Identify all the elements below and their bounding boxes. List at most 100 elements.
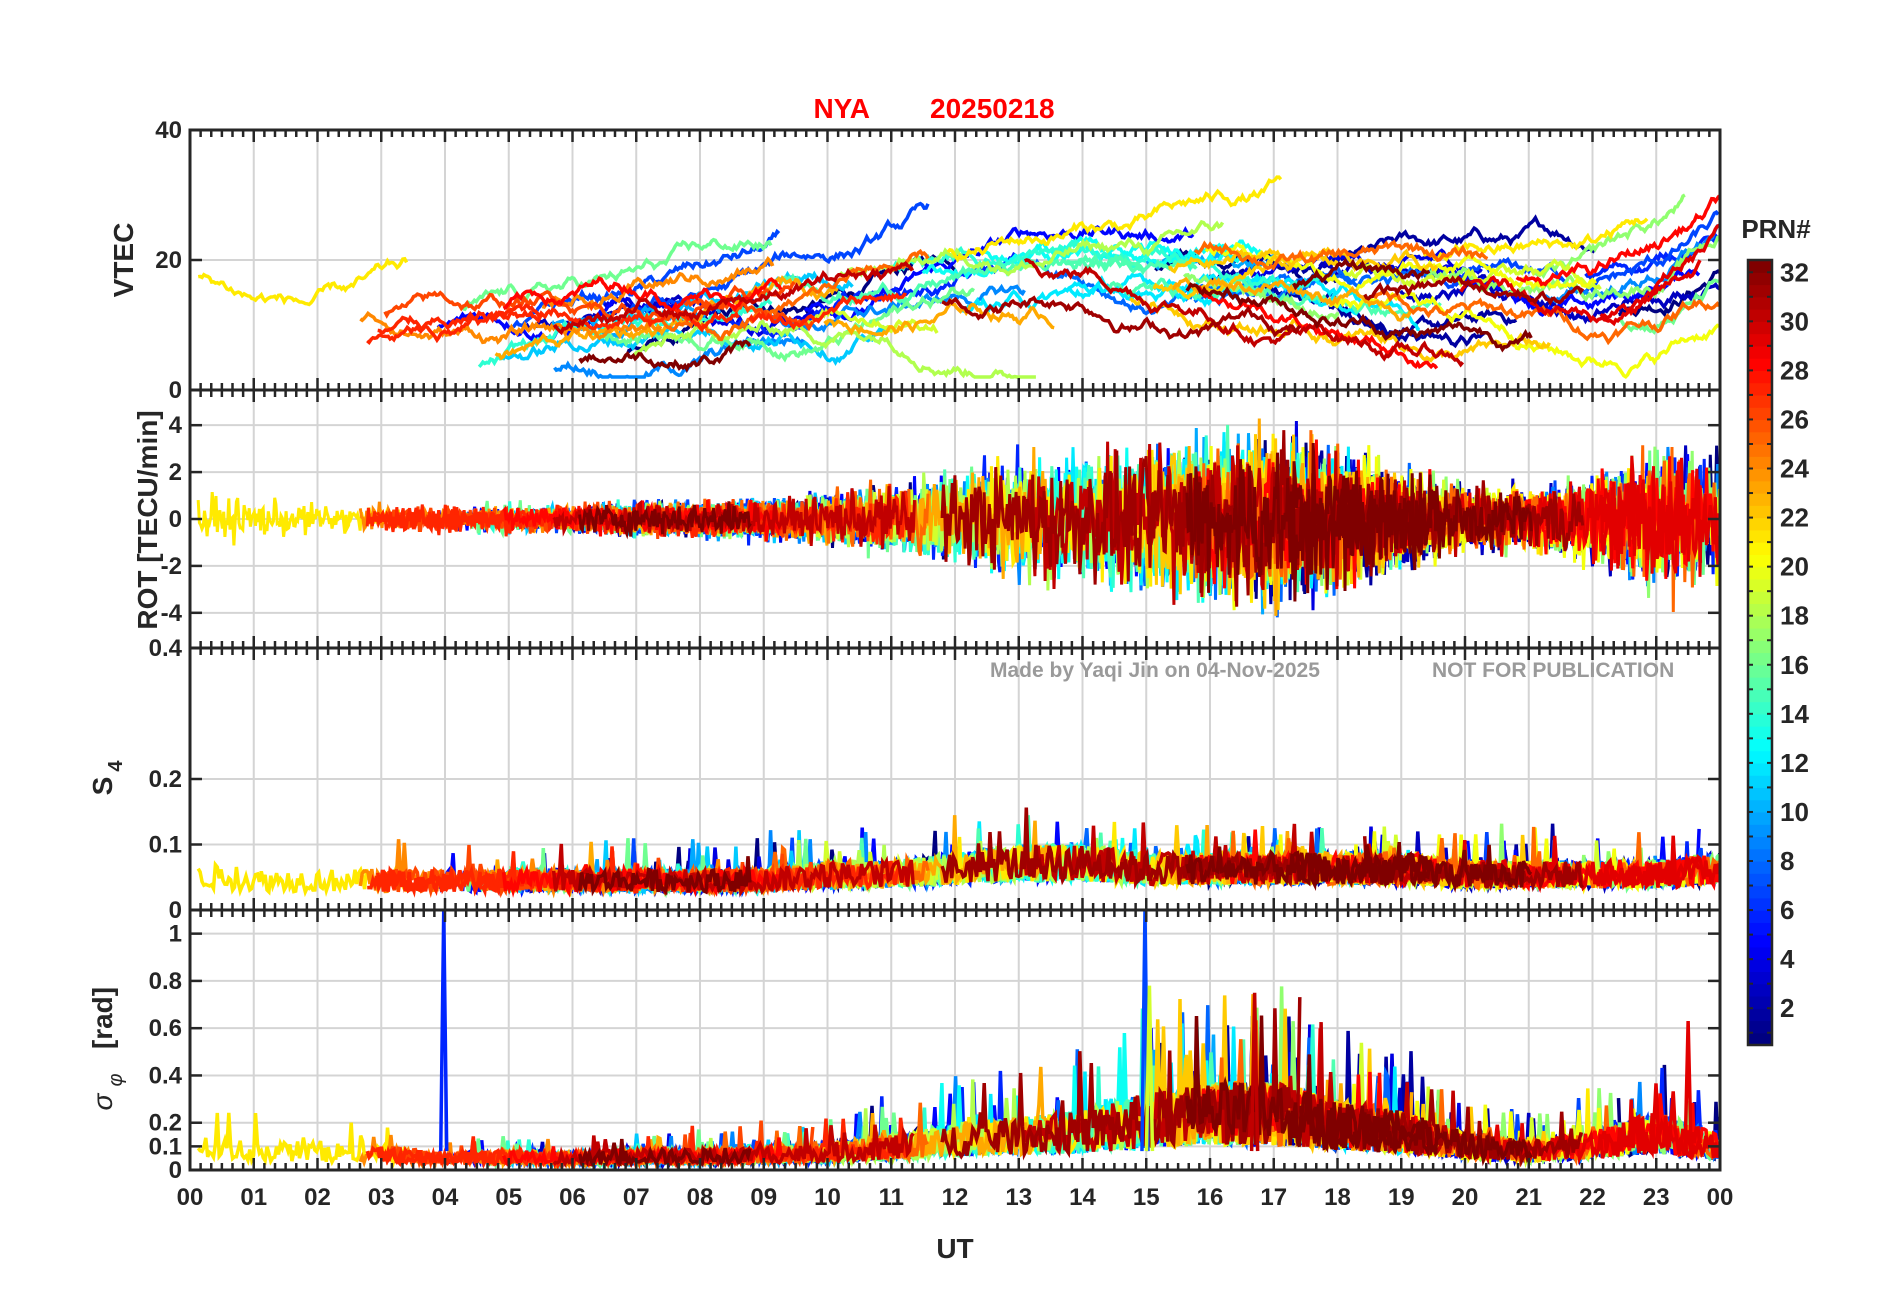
colorbar-tick-label: 16	[1780, 650, 1809, 680]
vtec-line-prn-25	[1193, 239, 1489, 271]
colorbar-tick-label: 32	[1780, 257, 1809, 287]
y-tick-label: 0	[169, 506, 182, 533]
s4-ylabel: S 4	[87, 760, 127, 796]
vtec-line-prn-29	[1459, 259, 1702, 327]
axes: 02040-4-202400.10.20.400.10.20.40.60.810…	[149, 117, 1734, 1211]
colorbar-segment	[1748, 260, 1772, 273]
vtec-line-prn-27	[377, 308, 544, 344]
colorbar-tick-label: 26	[1780, 404, 1809, 434]
colorbar-segment	[1748, 456, 1772, 470]
colorbar-segment	[1748, 309, 1772, 322]
x-tick-label: 13	[1005, 1184, 1032, 1211]
vtec-line-prn-27	[748, 292, 907, 331]
colorbar-tick-label: 12	[1780, 748, 1809, 778]
colorbar-segment	[1748, 345, 1772, 359]
sigma-line-prn-32	[1291, 1100, 1432, 1152]
colorbar-label: PRN#	[1741, 214, 1811, 244]
colorbar-segment	[1748, 664, 1772, 678]
colorbar-segment	[1748, 517, 1772, 531]
rot-ylabel: ROT [TECU/min]	[132, 410, 163, 629]
vtec-line-prn-16	[1616, 278, 1720, 335]
vtec-line-prn-27	[366, 303, 740, 346]
s4-line-prn-32	[1292, 850, 1431, 891]
vtec-line-prn-31	[941, 295, 1302, 340]
x-tick-label: 10	[814, 1184, 841, 1211]
colorbar-segment	[1748, 603, 1772, 617]
colorbar-segment	[1748, 971, 1772, 985]
colorbar-tick-label: 8	[1780, 846, 1794, 876]
colorbar-segment	[1748, 824, 1772, 838]
x-tick-label: 12	[942, 1184, 969, 1211]
sigma-line-prn-31	[940, 997, 1302, 1161]
y-tick-label: 0.1	[149, 832, 182, 859]
colorbar-segment	[1748, 946, 1772, 960]
colorbar-segment	[1748, 493, 1772, 506]
colorbar-segment	[1748, 443, 1772, 457]
chart-title: NYA 20250218	[813, 93, 1054, 124]
vtec-line-prn-32	[1292, 257, 1431, 291]
y-tick-label: 0.2	[149, 1110, 182, 1137]
colorbar-segment	[1748, 677, 1772, 690]
s4-ylabel-sub: 4	[105, 760, 127, 772]
colorbar-segment	[1748, 542, 1772, 555]
colorbar-segment	[1748, 959, 1772, 973]
y-tick-label: 4	[169, 412, 183, 439]
colorbar-segment	[1748, 873, 1772, 887]
colorbar-segment	[1748, 836, 1772, 850]
watermark-made-by: Made by Yaqi Jin on 04-Nov-2025	[990, 659, 1320, 682]
colorbar-tick-label: 30	[1780, 306, 1809, 336]
vtec-line-prn-17	[1528, 193, 1686, 279]
vtec-line-prn-11	[501, 324, 887, 366]
x-tick-label: 00	[177, 1184, 204, 1211]
colorbar-segment	[1748, 566, 1772, 580]
colorbar-segment	[1748, 738, 1772, 752]
colorbar-segment	[1748, 799, 1772, 813]
x-tick-label: 20	[1452, 1184, 1479, 1211]
x-tick-label: 07	[623, 1184, 650, 1211]
watermark-not-for-publication: NOT FOR PUBLICATION	[1432, 659, 1674, 682]
vtec-line-prn-24	[541, 256, 775, 311]
colorbar-segment	[1748, 861, 1772, 874]
y-tick-label: 0	[169, 377, 182, 404]
y-tick-label: 2	[169, 459, 182, 486]
vtec-line-prn-30	[552, 260, 915, 336]
x-tick-label: 17	[1260, 1184, 1287, 1211]
colorbar-segment	[1748, 885, 1772, 899]
colorbar-tick-label: 14	[1780, 699, 1809, 729]
vtec-line-prn-32	[578, 339, 752, 373]
colorbar-tick-label: 24	[1780, 454, 1809, 484]
rot-line-prn-29	[1459, 455, 1703, 574]
vtec-line-prn-15	[760, 253, 1147, 307]
vtec-line-prn-28	[1515, 194, 1720, 287]
colorbar-segment	[1748, 922, 1772, 936]
y-tick-label: 0.4	[149, 1062, 183, 1089]
x-tick-label: 00	[1707, 1184, 1734, 1211]
sigma-phi-series	[196, 910, 1720, 1170]
colorbar-segment	[1748, 627, 1772, 641]
colorbar-segment	[1748, 897, 1772, 911]
s4-line-prn-32	[1185, 841, 1533, 893]
x-tick-label: 23	[1643, 1184, 1670, 1211]
vtec-line-prn-16	[462, 237, 773, 312]
colorbar-segment	[1748, 787, 1772, 801]
sigma-spike	[438, 910, 449, 1152]
vtec-line-prn-21	[946, 175, 1283, 263]
colorbar-segment	[1748, 529, 1772, 543]
vtec-series	[197, 175, 1720, 380]
vtec-ylabel: VTEC	[108, 223, 139, 298]
vtec-line-prn-28	[502, 276, 783, 314]
colorbar-segment	[1748, 468, 1772, 482]
sigma-line-prn-29	[1598, 1099, 1720, 1161]
colorbar-segment	[1748, 995, 1772, 1009]
vtec-line-prn-15	[1107, 274, 1442, 319]
sigma-ylabel-sub: φ	[105, 1073, 127, 1086]
s4-series	[196, 807, 1720, 899]
colorbar-segment	[1748, 1008, 1772, 1022]
s4-ylabel-main: S	[87, 777, 118, 796]
colorbar-segment	[1748, 934, 1772, 948]
colorbar-segment	[1748, 1020, 1772, 1034]
colorbar-tick-label: 28	[1780, 355, 1809, 385]
colorbar-segment	[1748, 480, 1772, 494]
title-date: 20250218	[930, 93, 1055, 124]
vtec-line-prn-2	[1249, 278, 1485, 349]
